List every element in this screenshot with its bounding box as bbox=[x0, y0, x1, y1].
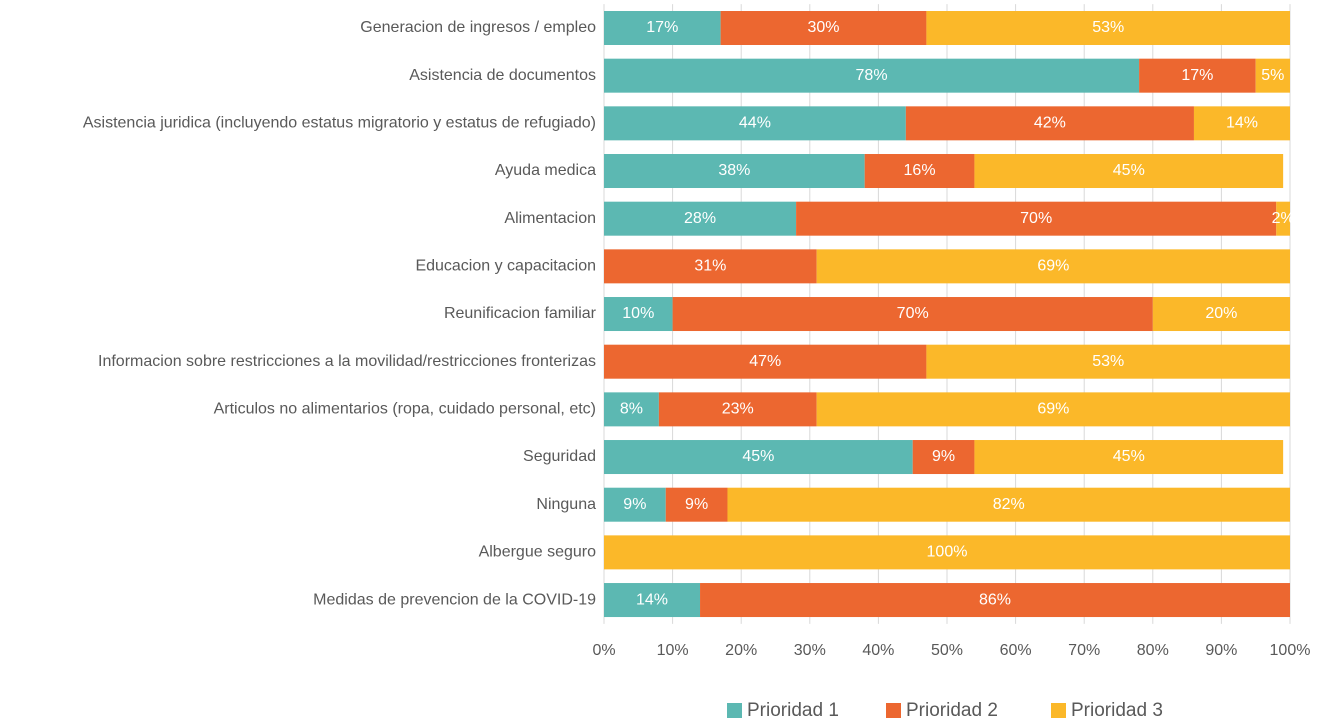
data-label: 8% bbox=[620, 401, 643, 418]
bar-segment bbox=[604, 392, 659, 427]
data-label: 10% bbox=[622, 305, 654, 322]
y-tick-label: Albergue seguro bbox=[479, 544, 597, 561]
x-tick-label: 40% bbox=[862, 642, 894, 659]
data-label: 9% bbox=[932, 448, 955, 465]
data-label: 82% bbox=[993, 496, 1025, 513]
bar-segment bbox=[912, 440, 975, 475]
bar-segment bbox=[720, 11, 927, 45]
bar-segment bbox=[604, 249, 817, 284]
x-tick-label: 70% bbox=[1068, 642, 1100, 659]
x-tick-label: 0% bbox=[592, 642, 615, 659]
y-tick-label: Alimentacion bbox=[504, 210, 596, 227]
x-tick-label: 90% bbox=[1205, 642, 1237, 659]
bar-segment bbox=[816, 392, 1290, 427]
bar-segment bbox=[604, 583, 701, 618]
y-tick-label: Ayuda medica bbox=[495, 162, 596, 179]
y-tick-label: Medidas de prevencion de la COVID-19 bbox=[313, 591, 596, 608]
data-label: 14% bbox=[636, 591, 668, 608]
data-label: 23% bbox=[722, 401, 754, 418]
y-tick-label: Ninguna bbox=[536, 496, 596, 513]
x-tick-label: 50% bbox=[931, 642, 963, 659]
data-label: 42% bbox=[1034, 115, 1066, 132]
data-label: 70% bbox=[1020, 210, 1052, 227]
data-label: 30% bbox=[808, 19, 840, 36]
data-label: 44% bbox=[739, 115, 771, 132]
data-label: 45% bbox=[742, 448, 774, 465]
bar-segment bbox=[604, 440, 913, 475]
data-label: 2% bbox=[1272, 210, 1295, 227]
bar-segment bbox=[864, 154, 975, 189]
bar-segment bbox=[604, 58, 1140, 93]
x-tick-label: 30% bbox=[794, 642, 826, 659]
data-label: 69% bbox=[1037, 401, 1069, 418]
y-tick-label: Reunificacion familiar bbox=[444, 305, 597, 322]
bar-segment bbox=[926, 344, 1290, 379]
data-label: 5% bbox=[1261, 67, 1284, 84]
bar-segment bbox=[974, 154, 1284, 189]
y-tick-label: Seguridad bbox=[523, 448, 596, 465]
x-tick-label: 100% bbox=[1270, 642, 1311, 659]
legend-label: Prioridad 3 bbox=[1071, 700, 1163, 721]
bar-segment bbox=[700, 583, 1290, 618]
y-tick-label: Asistencia juridica (incluyendo estatus … bbox=[83, 115, 596, 132]
bar-segment bbox=[665, 487, 728, 522]
y-tick-label: Educacion y capacitacion bbox=[415, 258, 596, 275]
bar-segment bbox=[604, 154, 865, 189]
bar-segment bbox=[1193, 106, 1290, 141]
bar-segment bbox=[926, 11, 1290, 45]
legend-swatch bbox=[727, 703, 742, 718]
bar-segment bbox=[672, 297, 1153, 332]
bar-segment bbox=[604, 201, 797, 236]
y-tick-label: Asistencia de documentos bbox=[409, 67, 596, 84]
data-label: 69% bbox=[1037, 258, 1069, 275]
bar-segment bbox=[604, 344, 927, 379]
data-label: 86% bbox=[979, 591, 1011, 608]
data-label: 45% bbox=[1113, 162, 1145, 179]
bar-segment bbox=[816, 249, 1290, 284]
bar-segment bbox=[1139, 58, 1256, 93]
data-label: 53% bbox=[1092, 19, 1124, 36]
bar-segment bbox=[604, 297, 673, 332]
bar-segment bbox=[604, 11, 721, 45]
data-label: 47% bbox=[749, 353, 781, 370]
data-label: 20% bbox=[1205, 305, 1237, 322]
data-label: 17% bbox=[646, 19, 678, 36]
data-label: 17% bbox=[1181, 67, 1213, 84]
x-tick-label: 10% bbox=[657, 642, 689, 659]
bar-segment bbox=[727, 487, 1290, 522]
bar-segment bbox=[1152, 297, 1290, 332]
bar-segment bbox=[658, 392, 817, 427]
data-label: 28% bbox=[684, 210, 716, 227]
bar-segment bbox=[974, 440, 1284, 475]
legend-swatch bbox=[1051, 703, 1066, 718]
x-tick-label: 80% bbox=[1137, 642, 1169, 659]
data-label: 31% bbox=[694, 258, 726, 275]
bar-segment bbox=[604, 487, 666, 522]
data-label: 78% bbox=[856, 67, 888, 84]
bar-segment bbox=[1255, 58, 1290, 93]
y-tick-label: Generacion de ingresos / empleo bbox=[360, 19, 596, 36]
legend-label: Prioridad 1 bbox=[747, 700, 839, 721]
data-label: 14% bbox=[1226, 115, 1258, 132]
bar-segment bbox=[1276, 201, 1290, 236]
data-label: 100% bbox=[927, 544, 968, 561]
legend-label: Prioridad 2 bbox=[906, 700, 998, 721]
data-label: 53% bbox=[1092, 353, 1124, 370]
data-label: 70% bbox=[897, 305, 929, 322]
bar-segment bbox=[796, 201, 1277, 236]
data-label: 38% bbox=[718, 162, 750, 179]
data-label: 45% bbox=[1113, 448, 1145, 465]
x-tick-label: 20% bbox=[725, 642, 757, 659]
bar-segment bbox=[905, 106, 1194, 141]
y-tick-label: Articulos no alimentarios (ropa, cuidado… bbox=[214, 401, 596, 418]
bar-segment bbox=[604, 106, 906, 141]
bar-segment bbox=[604, 535, 1290, 570]
legend-swatch bbox=[886, 703, 901, 718]
data-label: 9% bbox=[685, 496, 708, 513]
data-label: 16% bbox=[904, 162, 936, 179]
data-label: 9% bbox=[623, 496, 646, 513]
x-tick-label: 60% bbox=[1000, 642, 1032, 659]
y-tick-label: Informacion sobre restricciones a la mov… bbox=[98, 353, 596, 370]
